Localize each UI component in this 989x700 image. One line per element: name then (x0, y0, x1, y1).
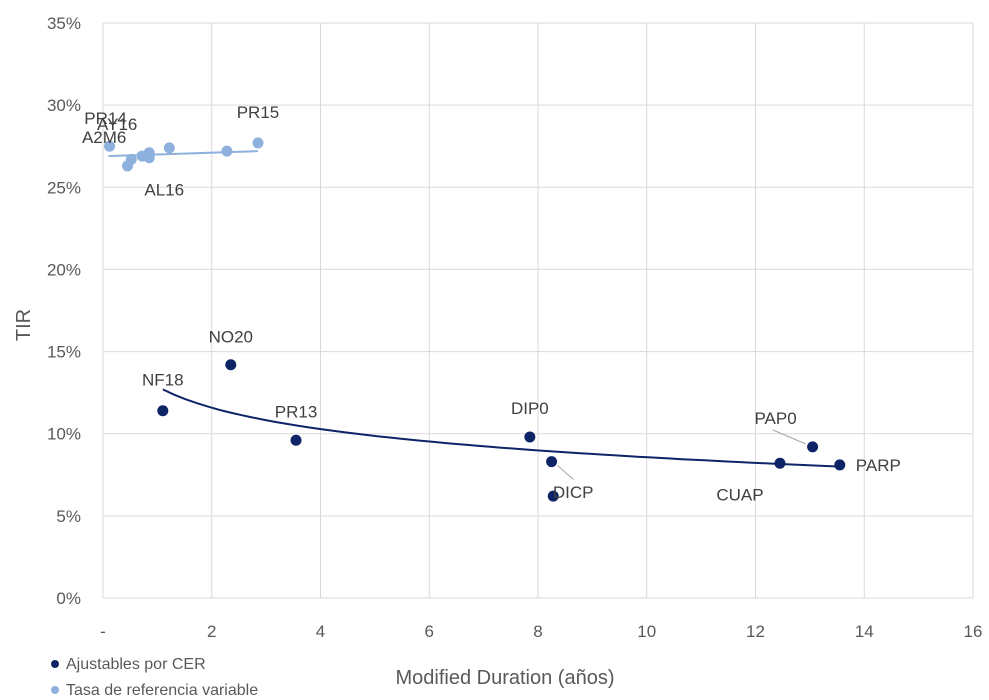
y-tick-label: 35% (47, 14, 81, 33)
data-label-a2m6: A2M6 (82, 128, 126, 147)
legend: Ajustables por CER Tasa de referencia va… (51, 656, 258, 699)
point-pr14 (104, 140, 116, 152)
trendline-ajustables-por-cer (162, 388, 840, 468)
point-dicp (547, 490, 559, 502)
x-tick-label: 4 (316, 622, 325, 641)
trendlines (108, 150, 840, 468)
point-tasa-de-referencia-variable-7 (221, 145, 233, 157)
point-al16 (143, 152, 155, 164)
x-tick-label: 8 (533, 622, 542, 641)
y-tick-label: 0% (56, 589, 81, 608)
x-tick-label: 12 (746, 622, 765, 641)
legend-label-ajustables: Ajustables por CER (66, 656, 206, 673)
x-axis-title: Modified Duration (años) (396, 667, 615, 689)
x-tick-label: 10 (637, 622, 656, 641)
data-label-dip0: DIP0 (511, 399, 549, 418)
data-label-nf18: NF18 (142, 371, 184, 390)
x-tick-label: 14 (855, 622, 874, 641)
data-label-cuap: CUAP (716, 485, 763, 504)
data-label-dicp: DICP (553, 483, 594, 502)
data-label-al16: AL16 (144, 181, 184, 200)
x-tick-label: - (100, 622, 106, 641)
point-tasa-de-referencia-variable-2 (125, 153, 137, 165)
point-tasa-de-referencia-variable-6 (163, 142, 175, 154)
x-tick-label: 2 (207, 622, 216, 641)
y-tick-label: 20% (47, 260, 81, 279)
grid-layer (102, 22, 974, 599)
point-pr13 (290, 434, 302, 446)
x-tick-labels: - 2 4 6 8 10 12 14 16 (100, 622, 982, 641)
leader-line-dicp (557, 465, 574, 481)
data-points (104, 137, 846, 502)
label-leader-lines (557, 429, 806, 481)
y-tick-label: 25% (47, 178, 81, 197)
y-tick-labels: 0% 5% 10% 15% 20% 25% 30% 35% (47, 14, 81, 608)
point-pap0 (807, 441, 819, 453)
legend-marker-tasa-variable (51, 686, 59, 694)
data-label-parp: PARP (856, 456, 901, 475)
legend-label-tasa-variable: Tasa de referencia variable (66, 682, 258, 699)
point-pr15 (252, 137, 264, 149)
point-nf18 (157, 405, 169, 417)
y-tick-label: 10% (47, 425, 81, 444)
y-tick-label: 5% (56, 507, 81, 526)
y-tick-label: 30% (47, 96, 81, 115)
data-label-no20: NO20 (209, 328, 253, 347)
leader-line-pap0 (772, 429, 806, 445)
point-cuap (774, 457, 786, 469)
data-label-pr14: PR14 (84, 109, 127, 128)
point-no20 (225, 359, 237, 371)
data-label-pr15: PR15 (237, 103, 280, 122)
point-parp (834, 459, 846, 471)
x-tick-label: 6 (425, 622, 434, 641)
y-axis-title: TIR (13, 309, 35, 341)
data-label-pap0: PAP0 (754, 409, 796, 428)
data-label-pr13: PR13 (275, 402, 318, 421)
data-label-ay16: AY16 (97, 115, 137, 134)
point-dip0 (524, 431, 536, 443)
legend-marker-ajustables (51, 660, 59, 668)
y-tick-label: 15% (47, 343, 81, 362)
x-tick-label: 16 (964, 622, 983, 641)
point-ajustables-por-cer-4 (546, 456, 558, 468)
data-labels: NF18 NO20 PR13 DIP0 DICP CUAP PAP0 PARP PR14A2M6… (82, 103, 901, 504)
